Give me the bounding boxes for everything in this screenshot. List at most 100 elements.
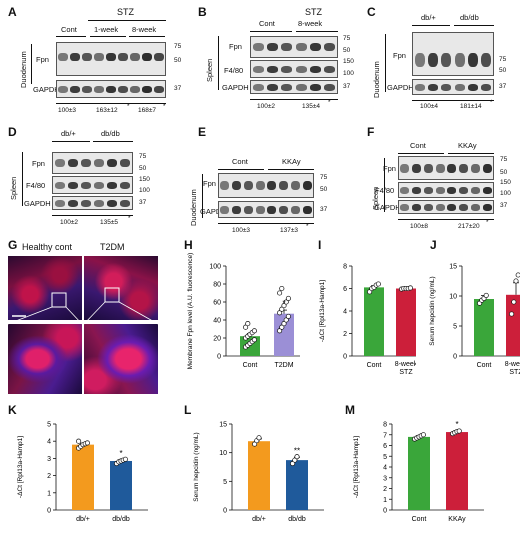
blot-band bbox=[295, 66, 307, 73]
blot-band bbox=[252, 43, 264, 51]
data-point bbox=[509, 311, 515, 317]
panel-f-row-f480: F4/80 bbox=[375, 186, 395, 195]
panel-c-star-1: * bbox=[490, 99, 493, 106]
blot-band bbox=[220, 181, 230, 190]
data-point bbox=[251, 337, 257, 343]
blot-band bbox=[120, 182, 131, 189]
blot-band bbox=[70, 86, 80, 93]
panel-d-blot-f480 bbox=[52, 176, 133, 194]
panel-d-blot-fpn bbox=[52, 152, 133, 174]
panel-d-group-line-1 bbox=[52, 141, 90, 142]
blot-band bbox=[324, 43, 336, 51]
blot-band bbox=[447, 187, 457, 194]
blot-band bbox=[281, 84, 293, 91]
data-point bbox=[456, 428, 462, 434]
blot-band bbox=[94, 53, 104, 61]
data-point bbox=[256, 435, 262, 441]
panel-label-b: B bbox=[198, 5, 207, 19]
panel-f-group-1: Cont bbox=[410, 141, 426, 150]
data-point bbox=[281, 321, 287, 327]
blot-band bbox=[290, 181, 300, 190]
blot-band bbox=[324, 84, 336, 91]
panel-a-star-1: * bbox=[127, 103, 130, 110]
panel-a-tissue-line bbox=[31, 44, 32, 84]
panel-d-tissue-line bbox=[22, 152, 23, 206]
y-tick-label: 5 bbox=[383, 454, 387, 461]
data-point bbox=[285, 313, 291, 319]
panel-f-tissue-line bbox=[384, 158, 385, 212]
panel-b-group-line-2 bbox=[296, 31, 338, 32]
panel-a-marker-37: 37 bbox=[174, 85, 182, 92]
panel-b-quant-1: 100±2 bbox=[257, 103, 276, 110]
panel-a-quant-2: 163±12 bbox=[96, 107, 118, 114]
blot-band bbox=[310, 84, 321, 91]
blot-band bbox=[482, 164, 492, 173]
data-point bbox=[294, 454, 300, 460]
blot-band bbox=[107, 200, 118, 207]
category-label: STZ bbox=[509, 369, 520, 376]
blot-band bbox=[435, 187, 445, 194]
data-point bbox=[407, 285, 413, 291]
blot-band bbox=[80, 159, 91, 167]
chart-j: 0 5 10 15 Serum hepcidin (ng/mL) Cont 8-weekST… bbox=[429, 264, 520, 376]
panel-b-group-line-1 bbox=[250, 31, 292, 32]
panel-d-quant-line bbox=[52, 215, 133, 216]
panel-f-group-line-2 bbox=[448, 153, 494, 154]
data-point bbox=[279, 324, 285, 330]
y-tick-label: 100 bbox=[209, 264, 221, 271]
panel-c-quant-2: 181±14 bbox=[460, 103, 482, 110]
y-tick-label: 5 bbox=[453, 324, 457, 331]
blot-band bbox=[290, 206, 300, 214]
blot-band bbox=[107, 159, 118, 167]
panel-c-quant-line bbox=[412, 100, 494, 101]
y-tick-label: 3 bbox=[47, 456, 51, 463]
blot-band bbox=[482, 204, 492, 211]
y-tick-label: 0 bbox=[343, 354, 347, 361]
panel-b-quant-line bbox=[250, 99, 338, 100]
blot-band bbox=[412, 204, 422, 211]
panel-f-quant-line bbox=[398, 219, 494, 220]
panel-d-marker-37: 37 bbox=[139, 199, 147, 206]
data-point bbox=[279, 285, 285, 292]
panel-e-quant-1: 100±3 bbox=[232, 227, 251, 234]
y-tick-label: 15 bbox=[449, 264, 457, 271]
panel-e-row-gapdh: GAPDH bbox=[200, 207, 227, 216]
panel-e-marker-75: 75 bbox=[320, 174, 328, 181]
y-tick-label: 0 bbox=[453, 354, 457, 361]
blot-band bbox=[302, 181, 312, 190]
y-axis-label: -ΔCt [Rpl13a-Hamp1] bbox=[319, 280, 326, 342]
panel-a-group-1: Cont bbox=[61, 25, 77, 34]
bar-T2DM bbox=[274, 313, 294, 356]
bar-db/+ bbox=[72, 444, 94, 510]
panel-a-marker-75: 75 bbox=[174, 43, 182, 50]
blot-band bbox=[107, 182, 118, 189]
blot-band bbox=[400, 204, 410, 211]
panel-f-group-2: KKAy bbox=[458, 141, 477, 150]
data-point bbox=[122, 456, 128, 462]
panel-g-zoom-t2dm bbox=[84, 324, 158, 394]
panel-c-marker-50: 50 bbox=[499, 67, 507, 74]
bar-Cont bbox=[364, 287, 384, 356]
data-point bbox=[279, 306, 285, 312]
bar-db/+ bbox=[248, 441, 270, 510]
panel-label-c: C bbox=[367, 5, 376, 19]
blot-band bbox=[412, 164, 422, 173]
blot-band bbox=[67, 159, 78, 167]
panel-d-group-1: db/+ bbox=[61, 129, 76, 138]
panel-g-title-2: T2DM bbox=[100, 242, 125, 252]
panel-b-blot-f480 bbox=[250, 60, 338, 78]
panel-b-marker-37: 37 bbox=[343, 83, 351, 90]
data-point bbox=[375, 281, 381, 287]
y-tick-label: 1 bbox=[383, 497, 387, 504]
data-point bbox=[483, 292, 489, 298]
panel-d-blot-gapdh bbox=[52, 196, 133, 210]
data-point bbox=[420, 432, 426, 438]
significance-star: * bbox=[119, 449, 122, 458]
panel-c-group-1: db/+ bbox=[421, 13, 436, 22]
blot-band bbox=[454, 53, 465, 67]
y-tick-label: 0 bbox=[223, 508, 227, 515]
blot-band bbox=[120, 200, 131, 207]
panel-c-row-gapdh: GAPDH bbox=[387, 83, 414, 92]
blot-band bbox=[454, 84, 465, 91]
